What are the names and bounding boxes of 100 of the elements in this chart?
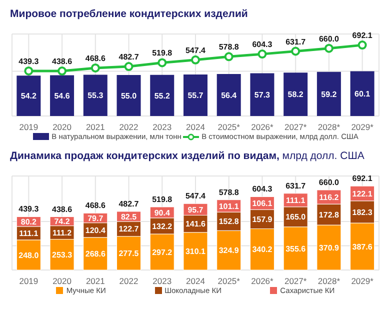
point — [158, 58, 167, 68]
data-label: 106.1 — [252, 198, 273, 208]
total-label: 547.4 — [185, 192, 206, 201]
total-label: 482.7 — [118, 199, 140, 208]
x-tick-label: 2028* — [318, 122, 341, 132]
data-label: 355.6 — [286, 244, 306, 254]
total-label: 438.6 — [52, 204, 73, 214]
data-label: 58.2 — [288, 90, 304, 100]
point — [258, 50, 267, 59]
data-label: 387.6 — [352, 242, 373, 252]
total-label: 439.3 — [18, 204, 40, 214]
data-label: 165.0 — [286, 212, 306, 222]
data-label: 116.2 — [319, 192, 340, 202]
data-label: 547.4 — [185, 46, 206, 55]
x-tick-label: 2026* — [251, 122, 274, 132]
data-label: 297.2 — [152, 248, 173, 257]
x-tick-label: 2028* — [318, 276, 341, 286]
x-tick-label: 2019 — [19, 122, 38, 132]
data-label: 90.4 — [154, 208, 170, 218]
data-label: 132.2 — [152, 222, 173, 231]
data-label: 79.7 — [88, 214, 104, 223]
data-label: 54.2 — [20, 92, 38, 101]
x-tick-label: 2029* — [351, 276, 374, 286]
x-tick-label: 2025* — [218, 276, 241, 286]
data-label: 111.2 — [52, 228, 72, 238]
point — [58, 66, 67, 76]
data-label: 253.3 — [52, 250, 73, 260]
chart-title: Мировое потребление кондитерских изделий — [10, 8, 248, 20]
data-label: 310.1 — [185, 247, 206, 256]
total-label: 468.6 — [85, 201, 106, 210]
data-label: 340.2 — [252, 245, 273, 254]
data-label: 248.0 — [18, 250, 40, 260]
data-label: 122.7 — [118, 224, 140, 234]
x-tick-label: 2023 — [152, 122, 172, 132]
x-tick-label: 2022 — [119, 122, 138, 132]
x-tick-label: 2026* — [251, 276, 274, 286]
data-label: 182.3 — [352, 208, 373, 217]
data-label: 439.3 — [18, 56, 40, 66]
x-tick-label: 2024 — [186, 276, 206, 286]
total-label: 660.0 — [318, 178, 340, 187]
data-label: 54.6 — [54, 91, 70, 100]
data-label: 631.7 — [286, 37, 306, 46]
data-label: 468.6 — [85, 54, 106, 63]
data-label: 122.1 — [352, 189, 373, 198]
data-label: 157.9 — [252, 215, 273, 224]
x-tick-label: 2029* — [351, 122, 374, 132]
data-label: 152.8 — [218, 217, 240, 226]
data-label: 80.2 — [20, 217, 38, 226]
data-label: 57.3 — [254, 90, 271, 100]
data-label: 604.3 — [252, 40, 273, 50]
x-tick-label: 2020 — [52, 276, 72, 286]
x-tick-label: 2021 — [86, 276, 106, 286]
data-label: 74.2 — [54, 217, 70, 226]
chart-subtitle: млрд долл. США — [281, 150, 364, 162]
x-tick-label: 2024 — [186, 122, 206, 132]
point — [90, 63, 100, 72]
x-tick-label: 2022 — [119, 276, 138, 286]
x-tick-label: 2019 — [19, 276, 38, 286]
data-label: 277.5 — [118, 249, 140, 258]
data-label: 482.7 — [118, 52, 140, 62]
data-label: 59.2 — [321, 90, 338, 99]
total-label: 604.3 — [252, 184, 273, 194]
data-label: 55.3 — [88, 91, 104, 100]
data-label: 55.7 — [188, 91, 204, 100]
point — [358, 40, 367, 50]
data-label: 111.1 — [286, 196, 306, 205]
data-label: 56.4 — [221, 90, 238, 100]
total-label: 631.7 — [286, 181, 306, 190]
x-tick-label: 2023 — [152, 276, 172, 286]
point — [291, 46, 300, 56]
data-label: 101.1 — [218, 202, 240, 211]
point — [24, 66, 34, 76]
data-label: 370.9 — [318, 243, 340, 252]
data-label: 660.0 — [318, 34, 340, 44]
data-label: 55.2 — [154, 91, 170, 100]
x-tick-label: 2027* — [284, 122, 308, 132]
data-label: 95.7 — [188, 205, 204, 214]
chart-title: Динамика продаж кондитерских изделий по видам, — [10, 150, 280, 162]
data-label: 578.8 — [218, 42, 240, 52]
data-label: 120.4 — [85, 226, 106, 235]
point — [124, 62, 134, 72]
x-tick-label: 2027* — [284, 276, 308, 286]
point — [191, 55, 200, 64]
data-label: 60.1 — [354, 89, 371, 98]
total-label: 519.8 — [152, 194, 173, 204]
total-label: 692.1 — [352, 174, 373, 184]
data-label: 141.6 — [185, 220, 206, 229]
data-label: 324.9 — [218, 246, 240, 256]
point — [324, 44, 334, 53]
data-label: 268.6 — [85, 250, 106, 259]
x-tick-label: 2025* — [218, 122, 241, 132]
x-tick-label: 2021 — [86, 122, 106, 132]
data-label: 172.8 — [318, 210, 340, 220]
point — [224, 52, 234, 62]
data-label: 82.5 — [120, 212, 138, 222]
data-label: 519.8 — [152, 48, 173, 58]
data-label: 111.1 — [19, 229, 39, 238]
data-label: 692.1 — [352, 31, 373, 40]
data-label: 55.0 — [120, 91, 138, 100]
total-label: 578.8 — [218, 188, 240, 197]
